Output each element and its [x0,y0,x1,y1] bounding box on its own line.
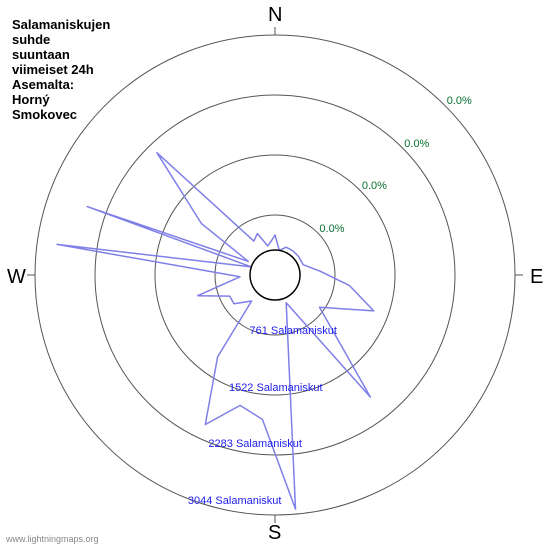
ring-count-3: 3044 Salamaniskut [188,495,282,507]
source-link: www.lightningmaps.org [6,534,99,544]
chart-title: Salamaniskujen suhde suuntaan viimeiset … [12,18,110,123]
cardinal-s: S [268,522,281,545]
ring-pct-0: 0.0% [319,223,344,235]
cardinal-e: E [530,266,543,289]
polar-chart: Salamaniskujen suhde suuntaan viimeiset … [0,0,550,550]
ring-pct-2: 0.0% [404,138,429,150]
ring-pct-1: 0.0% [362,180,387,192]
ring-count-0: 761 Salamaniskut [249,325,336,337]
cardinal-w: W [7,266,26,289]
ring-count-1: 1522 Salamaniskut [229,382,323,394]
cardinal-n: N [268,4,282,27]
ring-pct-3: 0.0% [447,95,472,107]
ring-count-2: 2283 Salamaniskut [208,438,302,450]
